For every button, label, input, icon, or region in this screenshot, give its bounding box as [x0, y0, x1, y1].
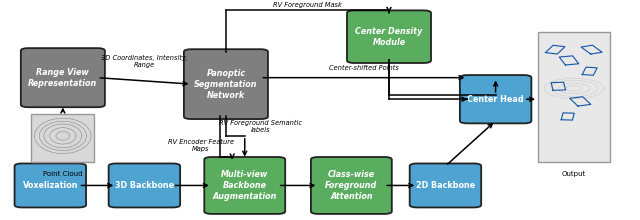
FancyBboxPatch shape	[184, 49, 268, 119]
Text: Center Density
Module: Center Density Module	[355, 27, 422, 47]
Text: 3D Backbone: 3D Backbone	[115, 181, 174, 190]
Text: RV Encoder Feature
Maps: RV Encoder Feature Maps	[168, 139, 234, 152]
Bar	[31, 114, 94, 162]
Text: Output: Output	[562, 171, 586, 178]
Text: Center-shifted Points: Center-shifted Points	[329, 65, 399, 71]
FancyBboxPatch shape	[460, 75, 531, 123]
Text: RV Foreground Semantic
labels: RV Foreground Semantic labels	[219, 120, 302, 133]
Bar	[538, 32, 610, 162]
FancyBboxPatch shape	[347, 10, 431, 63]
FancyBboxPatch shape	[15, 163, 86, 207]
Text: Point Cloud: Point Cloud	[43, 171, 83, 178]
Text: 2D Backbone: 2D Backbone	[416, 181, 475, 190]
Text: Panoptic
Segmentation
Network: Panoptic Segmentation Network	[194, 68, 258, 100]
Text: Center Head: Center Head	[467, 95, 524, 104]
FancyBboxPatch shape	[109, 163, 180, 207]
Text: Multi-view
Backbone
Augmentation: Multi-view Backbone Augmentation	[212, 170, 277, 201]
Text: Class-wise
Foreground
Attention: Class-wise Foreground Attention	[325, 170, 378, 201]
Text: Voxelization: Voxelization	[22, 181, 78, 190]
FancyBboxPatch shape	[21, 48, 105, 107]
FancyBboxPatch shape	[410, 163, 481, 207]
Text: RV Foreground Mask: RV Foreground Mask	[273, 2, 342, 8]
Text: Range View
Representation: Range View Representation	[28, 68, 97, 88]
FancyBboxPatch shape	[204, 157, 285, 214]
FancyBboxPatch shape	[311, 157, 392, 214]
Text: 3D Coordinates, Intensity,
Range: 3D Coordinates, Intensity, Range	[101, 55, 188, 68]
